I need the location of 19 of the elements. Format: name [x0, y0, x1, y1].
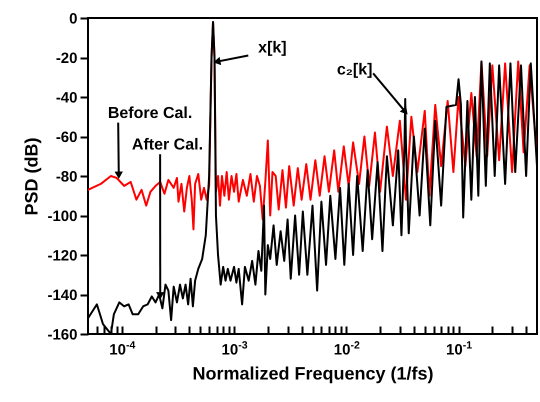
annotation: x[k] [258, 40, 287, 57]
x-axis-title: Normalized Frequency (1/fs) [192, 364, 434, 384]
annotation: c₂[k] [336, 61, 372, 78]
y-tick-label: -60 [56, 129, 78, 146]
y-tick-label: -160 [47, 326, 78, 344]
x-tick-label: 10$^{-4}$ [109, 340, 136, 358]
y-tick-label: -120 [47, 248, 78, 264]
y-axis-title: PSD (dB) [21, 138, 42, 216]
x-tick-label: 10$^{-3}$ [222, 340, 248, 358]
y-tick-label: -40 [56, 90, 78, 106]
annotation: Before Cal. [108, 104, 192, 122]
x-tick-label: 10$^{-2}$ [334, 340, 360, 358]
y-tick-label: -20 [56, 50, 78, 67]
x-tick-label: 10$^{-1}$ [446, 340, 472, 358]
y-tick-label: -80 [56, 168, 78, 186]
y-tick-label: -100 [47, 208, 78, 225]
y-tick-label: 0 [69, 10, 78, 28]
y-tick-label: -140 [47, 287, 78, 304]
annotation: After Cal. [132, 136, 204, 154]
